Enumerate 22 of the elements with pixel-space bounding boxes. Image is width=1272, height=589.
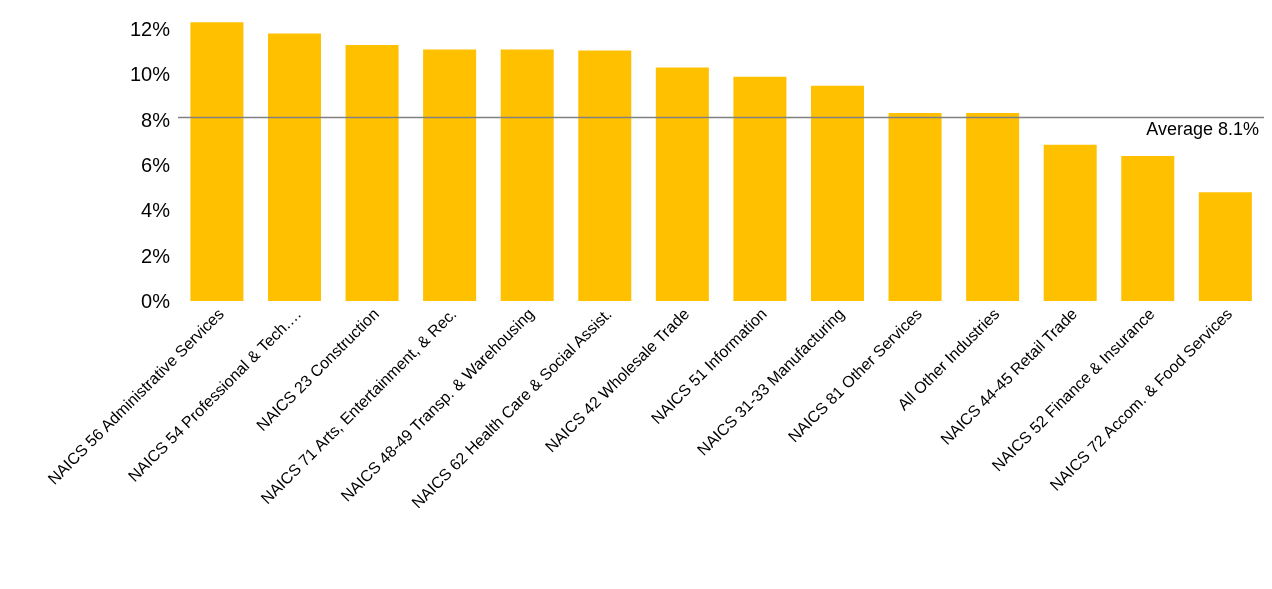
y-tick-label: 8% <box>141 108 171 131</box>
bar <box>1198 192 1252 301</box>
bar <box>733 76 787 301</box>
y-tick-label: 0% <box>141 290 171 313</box>
bar <box>578 50 632 301</box>
ref-line-label: Average 8.1% <box>1146 119 1259 140</box>
y-tick-label: 4% <box>141 199 171 222</box>
y-tick-label: 2% <box>141 244 171 267</box>
bar <box>190 22 244 301</box>
bar <box>423 49 477 301</box>
bar <box>267 33 321 301</box>
bar <box>655 67 709 301</box>
bar <box>1121 155 1175 301</box>
bar <box>966 112 1020 301</box>
bar <box>1043 144 1097 301</box>
bar <box>345 44 399 301</box>
bar <box>810 85 864 301</box>
bar <box>888 112 942 301</box>
bar <box>500 49 554 301</box>
y-tick-label: 6% <box>141 154 171 177</box>
y-tick-label: 10% <box>129 63 171 86</box>
y-tick-label: 12% <box>129 18 171 41</box>
